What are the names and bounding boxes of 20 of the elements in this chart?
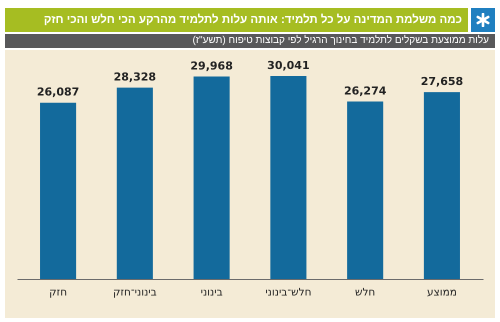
x-tick-label: חלש־בינוני bbox=[265, 286, 312, 298]
data-label: 26,274 bbox=[344, 84, 387, 98]
bar bbox=[347, 101, 384, 279]
x-tick-label: בינוני bbox=[200, 286, 223, 298]
data-label: 27,658 bbox=[420, 75, 464, 88]
data-label: 26,087 bbox=[36, 86, 80, 99]
x-tick-label: בינוני־חזק bbox=[112, 286, 157, 298]
x-tick-label: ממוצע bbox=[426, 286, 457, 298]
chart-subtitle: עלות ממוצעת בשקלים לתלמיד בחינוך הרגיל לפי קבוצות טיפוח (תשע"ז) bbox=[5, 34, 495, 48]
data-label: 30,041 bbox=[267, 59, 310, 72]
bar bbox=[424, 92, 460, 279]
data-label: 28,328 bbox=[114, 70, 156, 84]
x-tick-label: חלש bbox=[355, 286, 376, 298]
x-tick-label: חזק bbox=[49, 286, 68, 298]
bar bbox=[116, 88, 153, 279]
data-label: 29,968 bbox=[190, 59, 233, 72]
bar bbox=[40, 102, 76, 279]
bar bbox=[270, 76, 306, 279]
bar bbox=[194, 76, 230, 279]
chart-title: כמה משלמת המדינה על כל תלמיד: אותה עלות לתלמיד מהרקע הכי חלש והכי חזק bbox=[5, 8, 468, 32]
